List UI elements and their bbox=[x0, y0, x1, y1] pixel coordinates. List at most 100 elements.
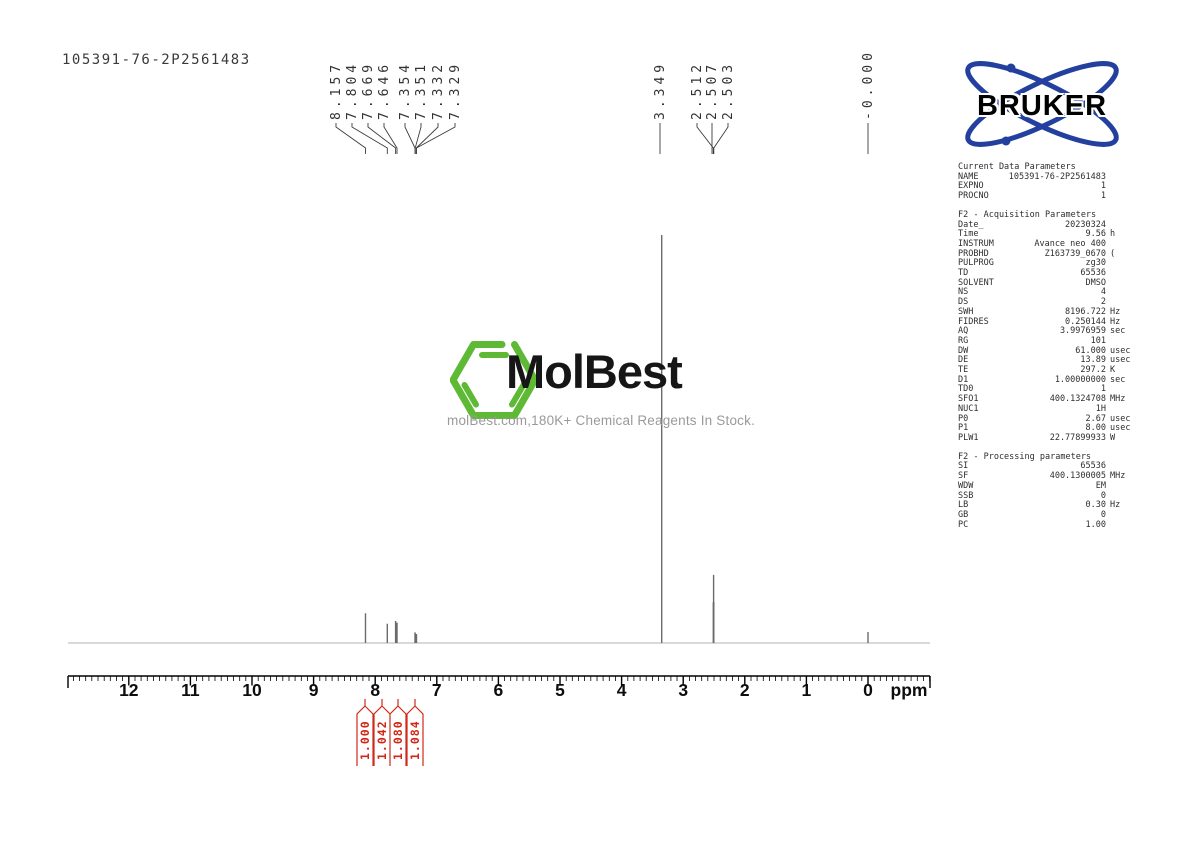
param-value: zg30 bbox=[1085, 258, 1106, 269]
param-unit: Hz bbox=[1110, 316, 1121, 327]
axis-tick-label: 7 bbox=[431, 680, 442, 700]
param-label: DE bbox=[958, 355, 969, 366]
param-value: 1 bbox=[1100, 191, 1106, 202]
param-value: 2.67 bbox=[1085, 413, 1106, 424]
param-value: 8.00 bbox=[1085, 423, 1106, 434]
param-unit: ( bbox=[1110, 248, 1116, 259]
params-section: F2 - Acquisition Parameters Date_ 20230324… bbox=[958, 210, 1136, 444]
param-unit: h bbox=[1110, 229, 1116, 240]
param-unit: usec bbox=[1110, 355, 1131, 366]
peak-label: 2.507 bbox=[705, 60, 720, 120]
param-row: SSB 0 bbox=[958, 490, 1136, 502]
param-value: 4 bbox=[1100, 287, 1106, 298]
param-label: NUC1 bbox=[958, 403, 979, 414]
param-value: 400.1300005 bbox=[1049, 471, 1106, 482]
param-unit bbox=[1106, 521, 1136, 531]
param-row: NAME 105391-76-2P2561483 bbox=[958, 172, 1136, 183]
param-label: TE bbox=[958, 365, 969, 376]
axis-tick-label: 1 bbox=[801, 680, 812, 700]
peak-connector-lines bbox=[335, 123, 869, 154]
param-row: PROCNO 1 bbox=[958, 191, 1136, 202]
param-value: 22.77899933 bbox=[1049, 432, 1106, 443]
peak-label: 7.332 bbox=[431, 60, 446, 120]
param-label: FIDRES bbox=[958, 316, 989, 327]
axis-tick-label: 6 bbox=[493, 680, 504, 700]
param-value: Z163739_0670 bbox=[1044, 248, 1106, 259]
param-label: P1 bbox=[958, 423, 969, 434]
param-label: SOLVENT bbox=[958, 277, 994, 288]
param-unit: sec bbox=[1110, 326, 1126, 337]
axis-tick-label: 4 bbox=[616, 680, 627, 700]
param-unit bbox=[1106, 259, 1136, 269]
ppm-unit-label: ppm bbox=[890, 680, 928, 700]
param-unit: MHz bbox=[1110, 471, 1126, 482]
params-section: Current Data Parameters NAME 105391-76-2P2… bbox=[958, 162, 1136, 202]
integral-value-label: 1.000 bbox=[358, 720, 372, 760]
peak-label: 2.503 bbox=[721, 60, 736, 120]
sample-id: 105391-76-2P2561483 bbox=[62, 52, 251, 68]
param-row: SI 65536 bbox=[958, 462, 1136, 472]
benzene-hexagon-icon bbox=[450, 341, 539, 419]
param-value: 1H bbox=[1095, 403, 1106, 414]
param-label: PROBHD bbox=[958, 248, 989, 259]
param-value: 1.00000000 bbox=[1054, 374, 1106, 385]
param-unit bbox=[1106, 279, 1136, 289]
param-value: 0 bbox=[1100, 490, 1106, 501]
param-row: NS 4 bbox=[958, 288, 1136, 298]
param-label: INSTRUM bbox=[958, 238, 994, 249]
param-row: TD 65536 bbox=[958, 268, 1136, 279]
param-label: PC bbox=[958, 519, 969, 530]
param-label: GB bbox=[958, 509, 969, 520]
param-label: TD0 bbox=[958, 384, 974, 395]
param-unit: Hz bbox=[1110, 306, 1121, 317]
param-unit bbox=[1106, 511, 1136, 521]
param-unit bbox=[1106, 192, 1136, 202]
param-label: AQ bbox=[958, 326, 969, 337]
param-value: 0.250144 bbox=[1065, 316, 1106, 327]
param-unit bbox=[1106, 482, 1136, 492]
param-label: PULPROG bbox=[958, 258, 994, 269]
param-label: DW bbox=[958, 345, 969, 356]
param-value: 0.30 bbox=[1085, 500, 1106, 511]
axis-tick-label: 0 bbox=[863, 680, 873, 700]
peak-label: 7.329 bbox=[448, 60, 463, 120]
param-unit: sec bbox=[1110, 374, 1126, 385]
bruker-orbits-icon bbox=[965, 61, 1119, 147]
bruker-wordmark: BRUKER bbox=[976, 90, 1108, 122]
param-row: P1 8.00 usec bbox=[958, 424, 1136, 434]
param-row: PLW1 22.77899933 W bbox=[958, 432, 1136, 444]
param-row: DE 13.89 usec bbox=[958, 356, 1136, 366]
param-value: 8196.722 bbox=[1065, 306, 1106, 317]
param-row: DW 61.000 usec bbox=[958, 345, 1136, 357]
param-unit: K bbox=[1110, 365, 1116, 376]
param-row: SFO1 400.1324708 MHz bbox=[958, 394, 1136, 405]
peak-label: 7.646 bbox=[377, 60, 392, 120]
param-label: SI bbox=[958, 461, 969, 472]
peak-label: 7.804 bbox=[345, 60, 360, 120]
param-label: SSB bbox=[958, 490, 974, 501]
param-row: Date_ 20230324 bbox=[958, 219, 1136, 231]
peak-label: 2.512 bbox=[690, 60, 705, 120]
param-row: TD0 1 bbox=[958, 385, 1136, 395]
param-row: P0 2.67 usec bbox=[958, 413, 1136, 425]
param-row: PROBHD Z163739_0670 ( bbox=[958, 248, 1136, 260]
param-row: SWH 8196.722 Hz bbox=[958, 306, 1136, 318]
param-row: PULPROG zg30 bbox=[958, 259, 1136, 269]
peak-label: 3.349 bbox=[653, 60, 668, 120]
param-row: WDW EM bbox=[958, 481, 1136, 492]
axis-tick-label: 10 bbox=[242, 680, 262, 700]
param-value: 13.89 bbox=[1080, 355, 1106, 366]
peak-label: -0.000 bbox=[861, 49, 876, 120]
param-label: Date_ bbox=[958, 219, 984, 230]
param-unit: usec bbox=[1110, 423, 1131, 434]
param-row: SF 400.1300005 MHz bbox=[958, 471, 1136, 482]
param-label: Time bbox=[958, 229, 979, 240]
param-label: LB bbox=[958, 500, 969, 511]
acquisition-params-panel: Current Data Parameters NAME 105391-76-2P2… bbox=[958, 162, 1136, 531]
param-unit: usec bbox=[1110, 413, 1131, 424]
param-label: DS bbox=[958, 297, 969, 308]
param-unit bbox=[1106, 182, 1136, 192]
param-value: 297.2 bbox=[1080, 365, 1106, 376]
